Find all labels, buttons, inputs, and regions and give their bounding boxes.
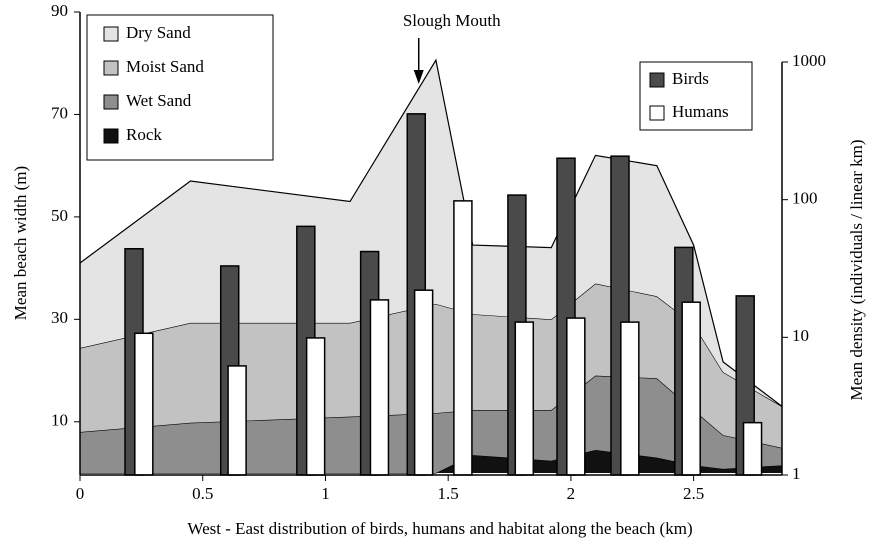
y-tick-label: 90 xyxy=(51,1,68,20)
x-tick-label: 2 xyxy=(567,484,576,503)
legend-label: Rock xyxy=(126,125,162,144)
area xyxy=(80,60,782,407)
x-axis-label: West - East distribution of birds, human… xyxy=(187,519,692,538)
y-axis-label: Mean beach width (m) xyxy=(11,166,30,320)
legend-swatch xyxy=(103,26,119,42)
y2-tick-label: 10 xyxy=(792,326,809,345)
legend-swatch xyxy=(649,105,665,121)
legend-label: Humans xyxy=(672,102,729,121)
annotation: Slough Mouth xyxy=(403,11,501,30)
bar xyxy=(566,317,586,476)
bar xyxy=(227,365,247,476)
bar xyxy=(742,421,763,476)
legend-label: Wet Sand xyxy=(126,91,192,110)
y-tick-label: 50 xyxy=(51,206,68,225)
y2-tick-label: 100 xyxy=(792,189,818,208)
bar xyxy=(305,337,326,476)
bar xyxy=(134,332,154,476)
bar xyxy=(453,200,473,476)
y2-tick-label: 1000 xyxy=(792,51,826,70)
area-edge xyxy=(79,58,783,407)
bar xyxy=(413,289,434,476)
y-tick-label: 70 xyxy=(51,103,68,122)
bar xyxy=(514,321,535,476)
area xyxy=(80,449,782,473)
x-tick-label: 0.5 xyxy=(192,484,213,503)
x-tick-label: 0 xyxy=(76,484,85,503)
x-tick-label: 1.5 xyxy=(438,484,459,503)
legend-swatch xyxy=(103,128,119,144)
y2-tick-label: 1 xyxy=(792,464,801,483)
y-tick-label: 30 xyxy=(51,308,68,327)
x-tick-label: 2.5 xyxy=(683,484,704,503)
y-tick-label: 10 xyxy=(51,411,68,430)
legend-swatch xyxy=(649,72,665,88)
legend-swatch xyxy=(103,60,119,76)
bar xyxy=(620,321,640,476)
y2-axis-label: Mean density (individuals / linear km) xyxy=(847,139,866,400)
legend-label: Moist Sand xyxy=(126,57,204,76)
arrow-head xyxy=(413,70,424,84)
bar xyxy=(681,301,701,476)
x-tick-label: 1 xyxy=(321,484,330,503)
legend-label: Dry Sand xyxy=(126,23,191,42)
bar xyxy=(369,299,390,476)
legend-swatch xyxy=(103,94,119,110)
legend-label: Birds xyxy=(672,69,709,88)
